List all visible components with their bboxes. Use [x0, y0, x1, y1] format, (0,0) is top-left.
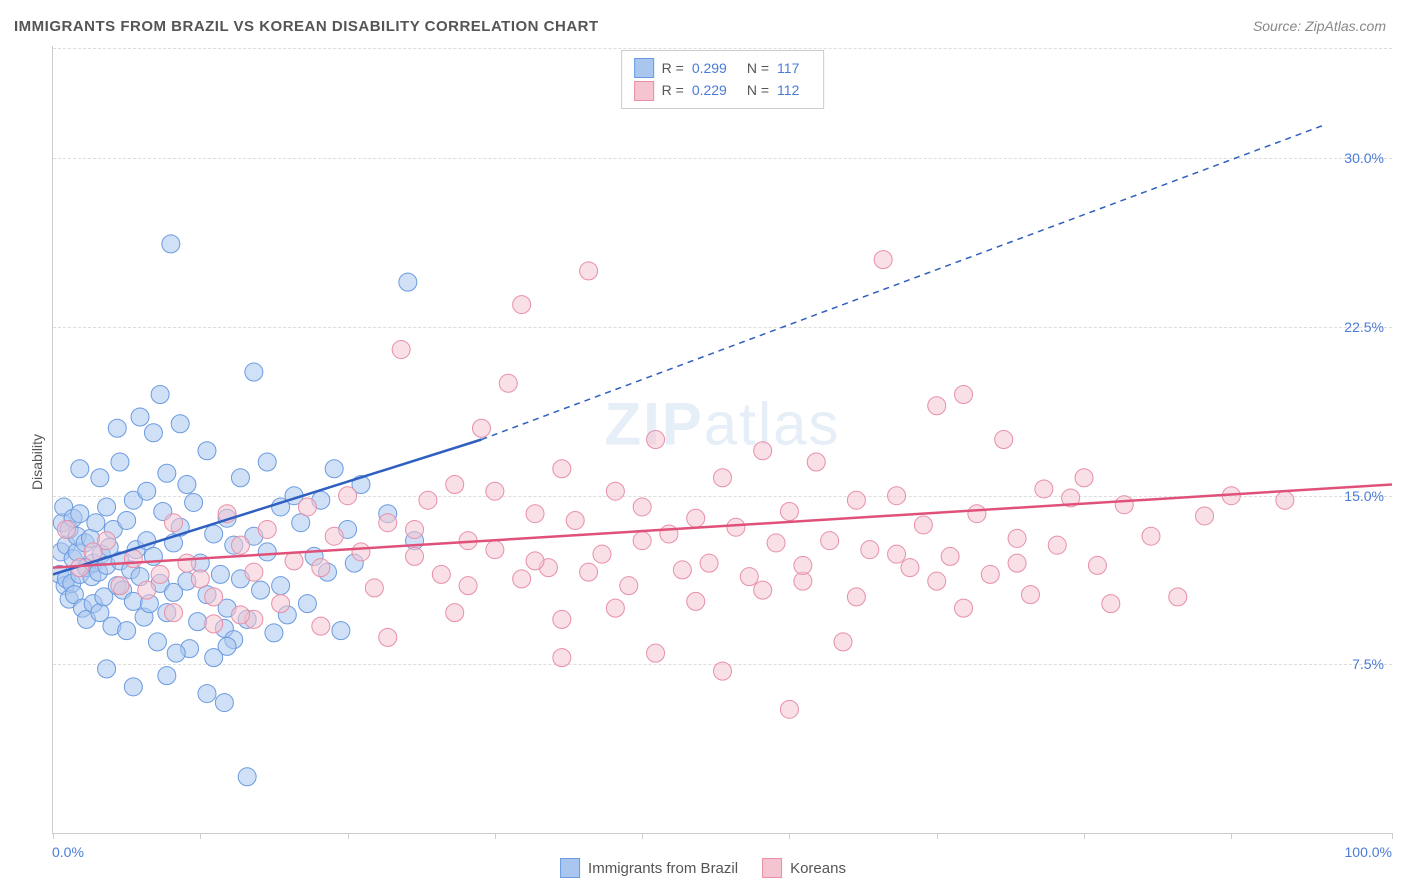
- plot-area: ZIPatlas R = 0.299 N = 117 R = 0.229 N =…: [52, 46, 1392, 834]
- swatch-icon: [762, 858, 782, 878]
- scatter-svg: [53, 46, 1392, 833]
- r-value-1: 0.299: [692, 57, 727, 79]
- x-axis-min-label: 0.0%: [52, 844, 84, 860]
- x-tick: [1084, 833, 1085, 839]
- legend-correlation: R = 0.299 N = 117 R = 0.229 N = 112: [621, 50, 825, 109]
- r-label: R =: [662, 57, 684, 79]
- n-label: N =: [747, 57, 769, 79]
- chart-container: IMMIGRANTS FROM BRAZIL VS KOREAN DISABIL…: [0, 0, 1406, 892]
- x-tick: [642, 833, 643, 839]
- swatch-series1: [634, 58, 654, 78]
- source-label: Source: ZipAtlas.com: [1253, 18, 1386, 34]
- chart-wrap: Disability ZIPatlas R = 0.299 N = 117 R …: [14, 46, 1392, 878]
- r-label: R =: [662, 79, 684, 101]
- x-tick: [53, 833, 54, 839]
- x-tick: [789, 833, 790, 839]
- n-value-2: 112: [777, 79, 799, 101]
- x-tick: [1392, 833, 1393, 839]
- legend-row-series2: R = 0.229 N = 112: [634, 79, 812, 101]
- swatch-icon: [560, 858, 580, 878]
- legend-item-1: Immigrants from Brazil: [560, 858, 738, 878]
- r-value-2: 0.229: [692, 79, 727, 101]
- legend-row-series1: R = 0.299 N = 117: [634, 57, 812, 79]
- n-value-1: 117: [777, 57, 799, 79]
- x-tick: [200, 833, 201, 839]
- legend-label-1: Immigrants from Brazil: [588, 860, 738, 877]
- n-label: N =: [747, 79, 769, 101]
- chart-title: IMMIGRANTS FROM BRAZIL VS KOREAN DISABIL…: [14, 18, 599, 35]
- x-tick: [348, 833, 349, 839]
- legend-series: Immigrants from Brazil Koreans: [560, 858, 846, 878]
- x-tick: [495, 833, 496, 839]
- swatch-series2: [634, 81, 654, 101]
- y-axis-label: Disability: [29, 434, 45, 490]
- legend-label-2: Koreans: [790, 860, 846, 877]
- x-tick: [1231, 833, 1232, 839]
- x-tick: [937, 833, 938, 839]
- x-axis-max-label: 100.0%: [1345, 844, 1392, 860]
- legend-item-2: Koreans: [762, 858, 846, 878]
